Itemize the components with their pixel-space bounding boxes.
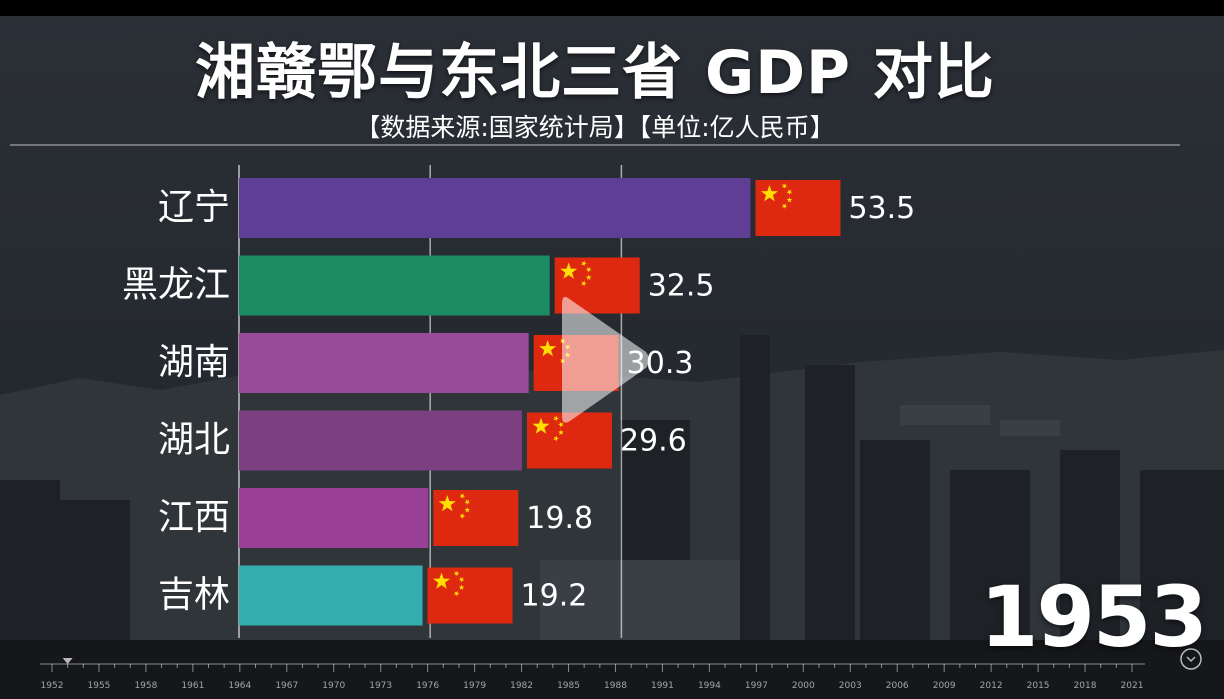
value-label: 29.6 — [620, 424, 687, 459]
category-label: 吉林 — [158, 575, 230, 616]
bar — [239, 255, 550, 316]
timeline-tick-label: 2006 — [886, 681, 909, 691]
timeline-tick-label: 1961 — [181, 681, 204, 691]
expand-icon[interactable] — [1180, 648, 1202, 670]
timeline-tick-label: 1991 — [651, 681, 674, 691]
category-label: 辽宁 — [158, 187, 230, 228]
category-label: 黑龙江 — [122, 265, 230, 306]
timeline-tick-label: 1952 — [41, 681, 64, 691]
timeline-marker[interactable] — [62, 658, 73, 664]
category-label: 湖南 — [158, 342, 230, 383]
timeline-tick-label: 1976 — [416, 681, 439, 691]
timeline-tick-label: 2018 — [1074, 681, 1097, 691]
current-year: 1953 — [980, 568, 1208, 666]
bar-row: 辽宁 53.5 — [158, 178, 915, 238]
timeline-tick-label: 1994 — [698, 681, 721, 691]
bar — [239, 565, 423, 626]
bars: 辽宁 53.5 黑龙江 32.5 湖南 30.3 湖北 29.6 江西 19.8 吉林 19.2 — [122, 178, 915, 626]
value-label: 32.5 — [648, 269, 715, 304]
timeline-tick-label: 1958 — [134, 681, 157, 691]
timeline-tick-label: 1979 — [463, 681, 486, 691]
value-label: 19.2 — [521, 579, 588, 614]
timeline-tick-label: 1970 — [322, 681, 345, 691]
timeline-tick-label: 1955 — [88, 681, 111, 691]
value-label: 19.8 — [526, 501, 593, 536]
timeline-tick-label: 2012 — [980, 681, 1003, 691]
category-label: 江西 — [158, 497, 230, 538]
timeline-tick-label: 2009 — [933, 681, 956, 691]
bar-row: 吉林 19.2 — [158, 565, 588, 626]
timeline-tick-label: 1985 — [557, 681, 580, 691]
china-flag-icon — [427, 567, 513, 624]
timeline-tick-label: 1967 — [275, 681, 298, 691]
bar — [239, 410, 522, 471]
timeline-tick-label: 2021 — [1121, 681, 1144, 691]
timeline-tick-label: 2000 — [792, 681, 815, 691]
timeline-axis[interactable]: 1952 1955 1958 1961 1964 1967 1970 1973 1976 1979… — [40, 658, 1145, 691]
chart-title: 湘赣鄂与东北三省 GDP 对比 — [195, 38, 995, 108]
bar — [239, 488, 429, 548]
bar-row: 黑龙江 32.5 — [122, 255, 715, 316]
timeline-tick-label: 1973 — [369, 681, 392, 691]
value-label: 53.5 — [848, 191, 915, 226]
bar — [239, 178, 751, 238]
play-icon[interactable] — [558, 290, 654, 430]
timeline-tick-label: 1982 — [510, 681, 533, 691]
chart-subtitle: 【数据来源:国家统计局】【单位:亿人民币】 — [355, 113, 835, 142]
bar-row: 江西 19.8 — [158, 488, 593, 548]
china-flag-icon — [755, 180, 841, 236]
category-label: 湖北 — [158, 420, 230, 461]
timeline-tick-label: 1997 — [745, 681, 768, 691]
gridlines — [238, 165, 623, 638]
china-flag-icon — [526, 412, 612, 469]
bar-row: 湖南 30.3 — [158, 333, 693, 393]
bar-row: 湖北 29.6 — [158, 410, 687, 471]
timeline-tick-label: 1964 — [228, 681, 251, 691]
bar — [239, 333, 529, 393]
timeline-tick-label: 2015 — [1027, 681, 1050, 691]
china-flag-icon — [433, 490, 519, 546]
timeline-tick-label: 1988 — [604, 681, 627, 691]
top-bar — [0, 0, 1224, 16]
timeline-tick-label: 2003 — [839, 681, 862, 691]
